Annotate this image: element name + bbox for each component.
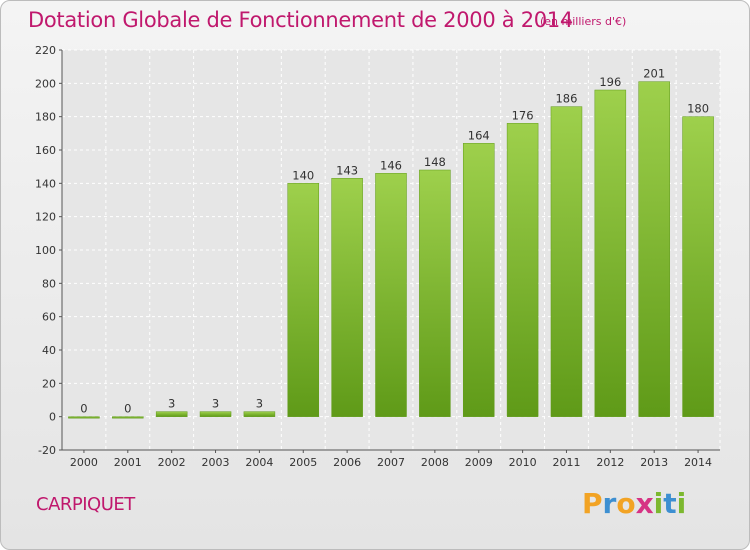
- unit-label: (en milliers d'€): [540, 15, 627, 28]
- y-tick-label: 160: [35, 144, 56, 157]
- bar: [155, 411, 188, 417]
- bar: [594, 89, 627, 417]
- y-tick-label: 80: [42, 277, 56, 290]
- y-tick-label: 40: [42, 344, 56, 357]
- y-tick-label: 0: [49, 411, 56, 424]
- bar: [112, 416, 144, 419]
- logo-letter: o: [616, 487, 636, 520]
- bar: [243, 411, 276, 417]
- y-tick-label: 20: [42, 377, 56, 390]
- bar: [199, 411, 232, 417]
- value-label: 0: [124, 402, 131, 416]
- bar: [550, 106, 583, 417]
- y-tick-label: 120: [35, 211, 56, 224]
- y-tick-label: 60: [42, 311, 56, 324]
- y-tick-label: -20: [38, 444, 56, 457]
- bar: [68, 416, 100, 419]
- y-tick-label: 180: [35, 111, 56, 124]
- x-tick-label: 2003: [202, 456, 230, 469]
- value-label: 140: [292, 168, 314, 182]
- x-tick-label: 2007: [377, 456, 405, 469]
- x-tick-label: 2013: [640, 456, 668, 469]
- bar: [682, 116, 714, 417]
- x-tick-label: 2009: [465, 456, 493, 469]
- value-label: 146: [380, 158, 402, 172]
- x-tick-label: 2004: [245, 456, 273, 469]
- x-tick-label: 2012: [596, 456, 624, 469]
- value-label: 0: [80, 402, 87, 416]
- value-label: 148: [424, 155, 446, 169]
- x-tick-label: 2002: [158, 456, 186, 469]
- x-tick-label: 2010: [509, 456, 537, 469]
- bar: [375, 173, 407, 417]
- y-tick-label: 100: [35, 244, 56, 257]
- value-label: 3: [168, 397, 175, 411]
- value-label: 164: [468, 128, 490, 142]
- value-label: 3: [256, 397, 263, 411]
- bar: [331, 178, 363, 417]
- x-tick-label: 2014: [684, 456, 712, 469]
- bar: [419, 169, 451, 417]
- value-label: 143: [336, 163, 358, 177]
- logo-letter: t: [663, 487, 677, 520]
- proxiti-logo[interactable]: Proxiti: [582, 487, 686, 520]
- logo-letter: i: [676, 487, 687, 520]
- logo-letter: i: [653, 487, 664, 520]
- bar: [462, 143, 495, 417]
- value-label: 176: [512, 108, 534, 122]
- value-label: 180: [687, 102, 709, 116]
- value-label: 3: [212, 397, 219, 411]
- bar: [287, 183, 320, 417]
- x-tick-label: 2005: [289, 456, 317, 469]
- value-label: 201: [643, 67, 665, 81]
- y-tick-label: 200: [35, 77, 56, 90]
- bars: 0 0 3 3 3 140 143 146 148 164 176 186 196 201 180: [68, 67, 714, 419]
- commune-name: CARPIQUET: [36, 494, 135, 515]
- x-tick-label: 2000: [70, 456, 98, 469]
- value-label: 196: [599, 75, 621, 89]
- x-tick-label: 2006: [333, 456, 361, 469]
- bar: [506, 123, 539, 417]
- logo-letter: P: [582, 487, 603, 520]
- logo-letter: x: [635, 487, 654, 520]
- logo-letter: r: [602, 487, 617, 520]
- x-tick-label: 2001: [114, 456, 142, 469]
- x-tick-label: 2008: [421, 456, 449, 469]
- x-tick-label: 2011: [552, 456, 580, 469]
- axes: -20 0 20 40 60 80 100 120 140 160 180 200 220 2000 200…: [35, 44, 720, 469]
- bar: [638, 81, 670, 417]
- y-tick-label: 140: [35, 177, 56, 190]
- value-label: 186: [555, 92, 577, 106]
- y-tick-label: 220: [35, 44, 56, 57]
- chart-title: Dotation Globale de Fonctionnement de 20…: [28, 8, 573, 32]
